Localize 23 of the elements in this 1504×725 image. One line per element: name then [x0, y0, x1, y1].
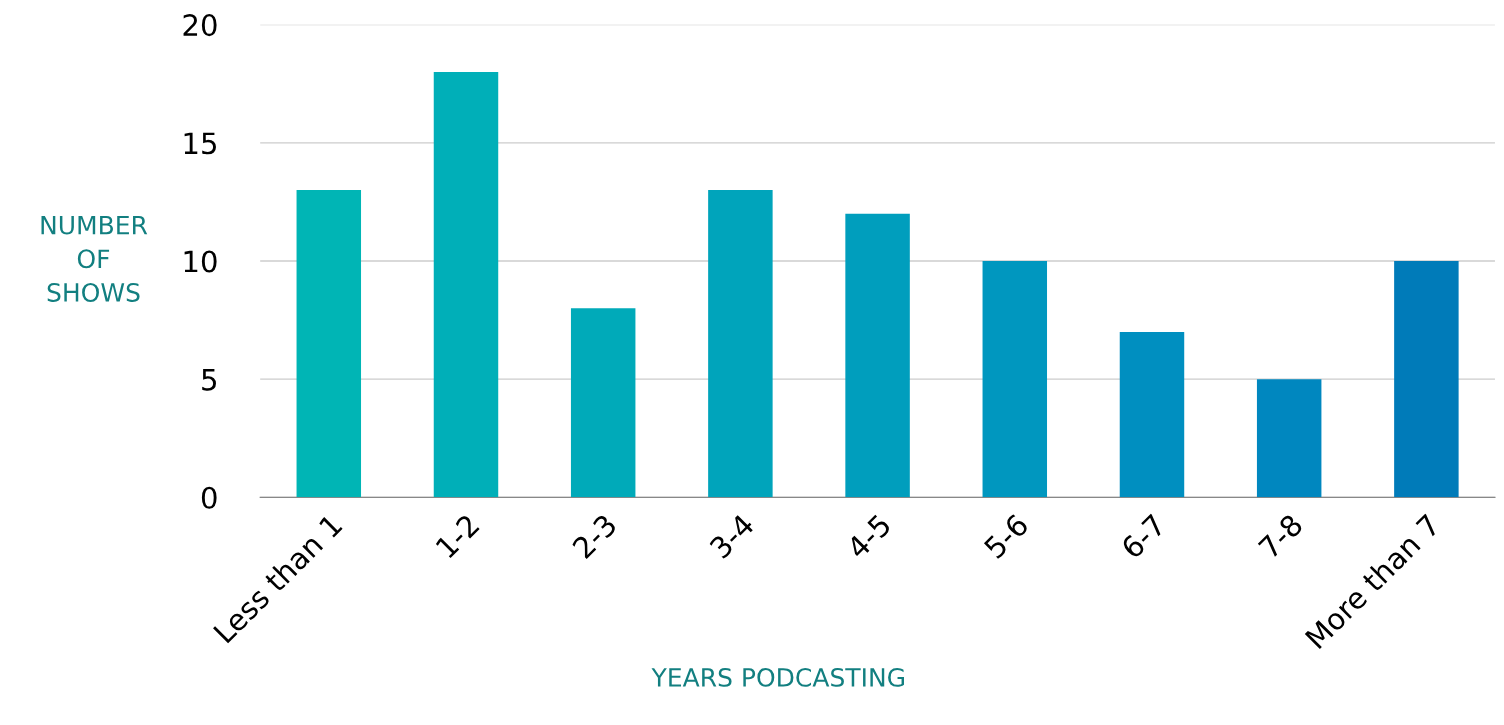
- bar: [570, 308, 636, 498]
- bar: [1394, 261, 1459, 498]
- bar: [1119, 331, 1185, 498]
- bar: [433, 71, 499, 498]
- y-tick-label: 10: [184, 250, 217, 273]
- x-tick-label: 5-6: [983, 512, 1030, 560]
- y-tick-label: 0: [201, 486, 217, 509]
- y-tick-label: 20: [183, 14, 217, 37]
- x-axis-title: YEARS PODCASTING: [651, 667, 904, 687]
- bar: [296, 190, 362, 498]
- x-tick-label: 4-5: [845, 513, 892, 560]
- x-tick-label: 1-2: [434, 513, 480, 559]
- bar: [982, 261, 1048, 498]
- x-tick-label: 2-3: [571, 513, 618, 560]
- y-axis-title: NUMBER OF SHOWS: [41, 215, 148, 302]
- bar: [845, 213, 910, 498]
- y-tick-label: 15: [184, 132, 216, 155]
- bar: [708, 190, 773, 498]
- x-tick-label: 7-8: [1257, 513, 1304, 560]
- x-tick-label: 3-4: [708, 512, 756, 560]
- x-tick-label: 6-7: [1120, 513, 1167, 560]
- bar: [1256, 379, 1322, 498]
- y-tick-label: 5: [202, 368, 216, 391]
